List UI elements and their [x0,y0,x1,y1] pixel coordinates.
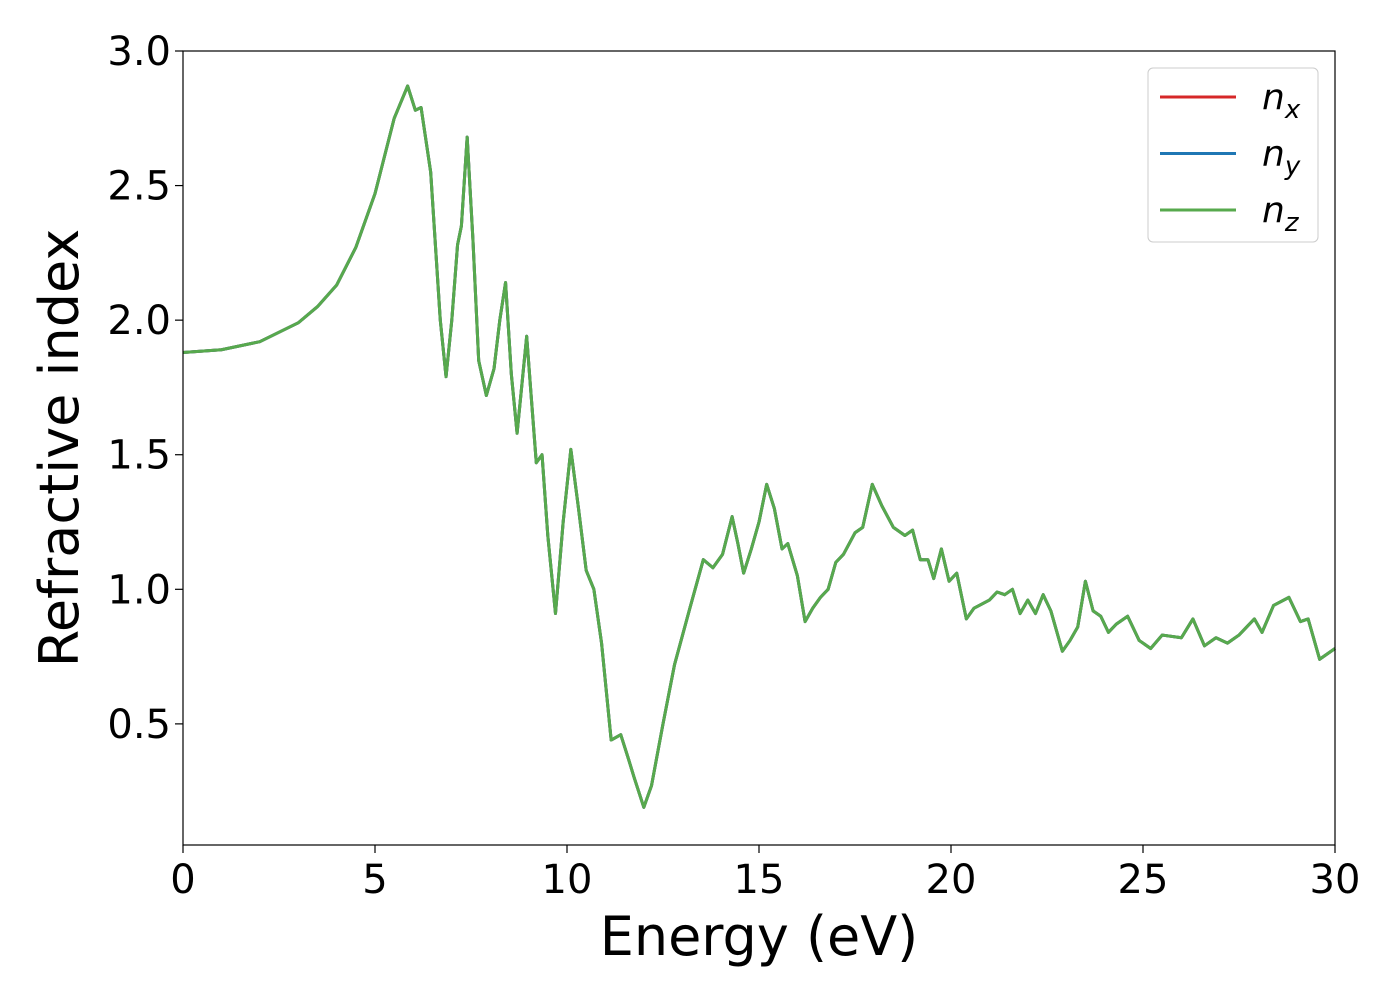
legend-label: ny [1262,134,1301,182]
y-tick-label: 3.0 [107,29,171,75]
y-tick-label: 1.0 [107,567,171,613]
y-tick-label: 1.5 [107,433,171,479]
x-axis-label: Energy (eV) [600,905,919,968]
x-tick-label: 30 [1310,857,1361,903]
y-tick-label: 2.5 [107,164,171,210]
x-tick-label: 15 [734,857,785,903]
legend: nx ny nz [1147,67,1319,243]
x-tick-label: 10 [542,857,593,903]
legend-label: nz [1262,190,1300,238]
y-tick-label: 2.0 [107,298,171,344]
series-line [182,84,1336,809]
plot-frame [182,50,1336,846]
x-tick-label: 25 [1118,857,1169,903]
x-tick-label: 5 [362,857,387,903]
x-tick-label: 0 [170,857,195,903]
y-tick-label: 0.5 [107,702,171,748]
y-axis-label: Refractive index [28,229,91,668]
x-tick-label: 20 [926,857,977,903]
legend-label: nx [1262,77,1301,125]
